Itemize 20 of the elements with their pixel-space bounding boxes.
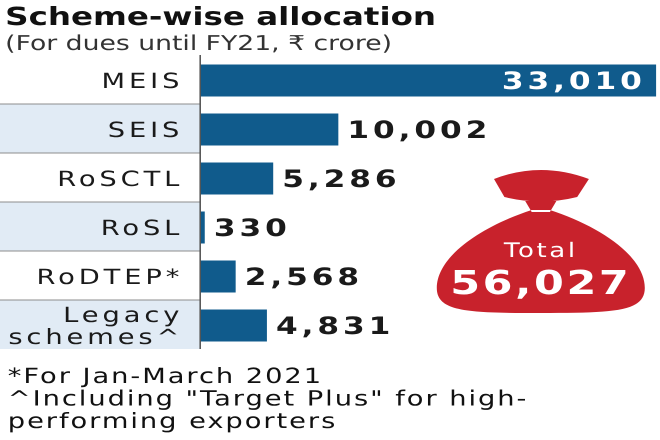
y-tick-label: RoDTEP*	[36, 264, 184, 290]
y-tick-label: SEIS	[108, 117, 184, 142]
bar	[200, 64, 656, 96]
annotation: Total	[502, 238, 578, 262]
y-tick-label: RoSL	[100, 215, 184, 240]
chart-title: Scheme-wise allocation	[5, 2, 436, 32]
data-label: 330	[214, 214, 291, 242]
text: *For Jan-March 2021	[8, 363, 324, 388]
bar	[200, 260, 236, 292]
chart-subtitle: (For dues until FY21, ₹ crore)	[5, 31, 392, 56]
y-tick-label: RoSCTL	[57, 166, 184, 192]
annotation: 56,027	[450, 264, 632, 303]
y-tick-label: MEIS	[102, 68, 184, 94]
data-label: 33,010	[502, 66, 646, 96]
data-label: 4,831	[276, 312, 394, 340]
y-tick-label: Legacy schemes^	[8, 302, 184, 350]
bar	[200, 162, 274, 194]
data-label: 5,286	[282, 164, 400, 194]
data-label: 10,002	[347, 116, 492, 144]
data-label: 2,568	[244, 262, 363, 292]
